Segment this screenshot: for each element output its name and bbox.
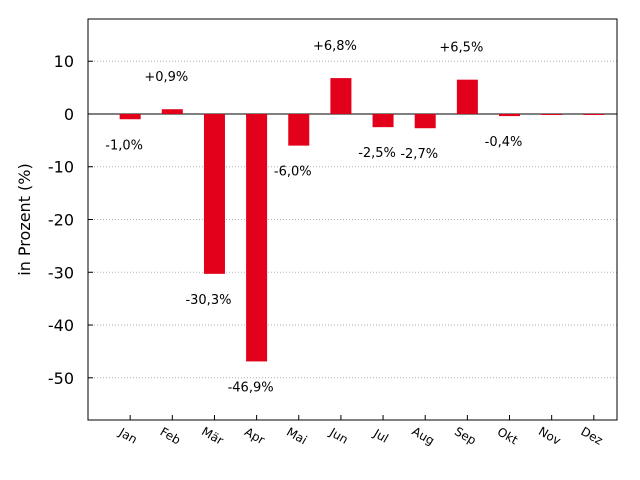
- y-tick-label: -10: [48, 158, 74, 177]
- data-label: -2,5%: [358, 146, 396, 161]
- bar-Aug: [414, 113, 436, 129]
- x-tick-label: Jul: [370, 426, 390, 446]
- data-labels: -1,0% +0,9% -30,3% -46,9% -6,0% +6,8% -2,5% -2,…: [105, 39, 522, 395]
- y-tick-label: -40: [48, 316, 74, 335]
- bar-Jun: [330, 78, 352, 114]
- data-label: +6,8%: [313, 39, 357, 54]
- x-tick-label: Jun: [326, 425, 350, 447]
- x-tick-label: Sep: [452, 424, 479, 447]
- bar-Jul: [372, 113, 394, 128]
- y-tick-label: -30: [48, 263, 74, 282]
- bar-Mär: [203, 113, 225, 274]
- data-label: +0,9%: [144, 70, 188, 85]
- y-axis-title: in Prozent (%): [15, 163, 34, 275]
- y-tick-label: -50: [48, 369, 74, 388]
- y-tick-label: 10: [54, 52, 74, 71]
- y-axis: 10 0 -10 -20 -30 -40 -50: [48, 52, 93, 388]
- x-tick-label: Mai: [284, 425, 309, 448]
- bar-Jan: [119, 113, 141, 120]
- bar-Okt: [499, 113, 521, 117]
- x-tick-label: Okt: [495, 425, 521, 448]
- bars: [119, 78, 605, 362]
- grid-lines: [88, 60, 617, 379]
- x-tick-label: Mär: [199, 424, 226, 447]
- bar-Feb: [161, 109, 183, 114]
- data-label: -1,0%: [105, 138, 143, 153]
- bar-Apr: [246, 113, 268, 362]
- bar-Mai: [288, 113, 310, 146]
- bar-Dez: [583, 113, 605, 115]
- y-tick-label: -20: [48, 211, 74, 230]
- x-tick-label: Dez: [578, 424, 605, 448]
- data-label: -46,9%: [228, 380, 274, 395]
- x-tick-label: Nov: [536, 424, 563, 448]
- data-label: -2,7%: [400, 147, 438, 162]
- x-tick-label: Feb: [158, 425, 183, 448]
- bar-Nov: [541, 113, 563, 115]
- data-label: -0,4%: [485, 135, 523, 150]
- data-label: -30,3%: [185, 293, 231, 308]
- y-tick-label: 0: [64, 105, 74, 124]
- x-tick-label: Aug: [410, 424, 437, 448]
- data-label: -6,0%: [274, 165, 312, 180]
- data-label: +6,5%: [439, 41, 483, 56]
- x-tick-label: Apr: [242, 425, 267, 448]
- bar-Sep: [456, 79, 478, 114]
- x-tick-label: Jan: [116, 425, 140, 447]
